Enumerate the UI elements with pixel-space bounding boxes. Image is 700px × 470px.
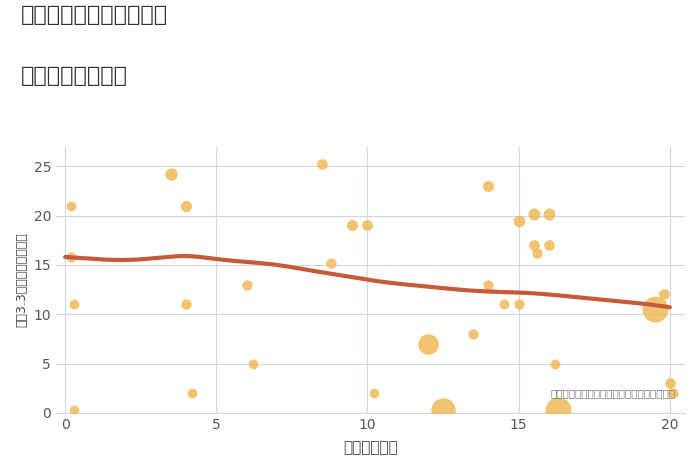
Text: 駅距離別土地価格: 駅距離別土地価格 <box>21 66 128 86</box>
Text: 三重県四日市市高見台の: 三重県四日市市高見台の <box>21 5 168 25</box>
Point <box>181 301 192 308</box>
Point <box>368 389 379 397</box>
Point <box>513 217 524 224</box>
Point <box>422 340 433 347</box>
Point <box>550 360 561 367</box>
Text: 円の大きさは、取引のあった物件面積を示す: 円の大きさは、取引のあった物件面積を示す <box>551 388 675 398</box>
Point <box>326 259 337 266</box>
Point <box>528 210 540 218</box>
Point <box>667 389 678 397</box>
Point <box>531 249 542 257</box>
Point <box>438 406 449 414</box>
Point <box>543 242 554 249</box>
Point <box>528 242 540 249</box>
Point <box>664 379 676 387</box>
Y-axis label: 坪（3.3㎡）単価（万円）: 坪（3.3㎡）単価（万円） <box>15 232 28 327</box>
Point <box>66 253 77 261</box>
X-axis label: 駅距離（分）: 駅距離（分） <box>343 440 398 455</box>
Point <box>658 291 669 298</box>
Point <box>316 161 328 168</box>
Point <box>241 281 252 289</box>
Point <box>483 182 494 190</box>
Point <box>69 301 80 308</box>
Point <box>543 210 554 218</box>
Point <box>362 222 373 229</box>
Point <box>498 301 509 308</box>
Point <box>66 202 77 210</box>
Point <box>483 281 494 289</box>
Point <box>186 389 197 397</box>
Point <box>69 406 80 414</box>
Point <box>346 222 358 229</box>
Point <box>649 306 660 313</box>
Point <box>513 301 524 308</box>
Point <box>468 330 479 337</box>
Point <box>552 406 564 414</box>
Point <box>247 360 258 367</box>
Point <box>181 202 192 210</box>
Point <box>165 171 176 178</box>
